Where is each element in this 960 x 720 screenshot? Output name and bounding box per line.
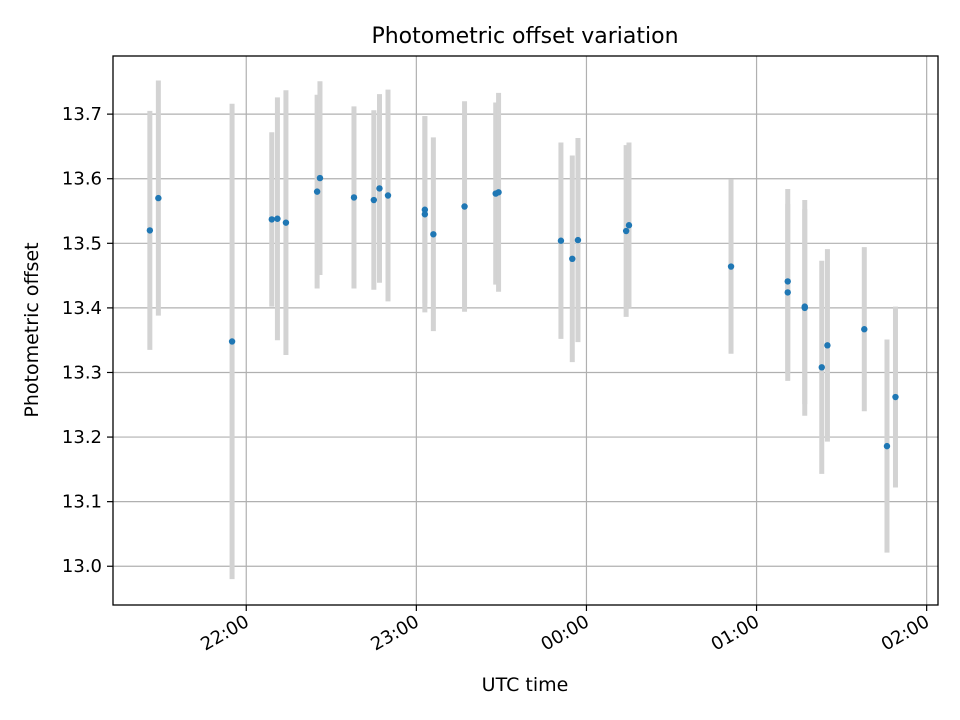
data-point (557, 237, 565, 244)
y-tick-label: 13.3 (62, 362, 102, 383)
y-tick-label: 13.5 (62, 233, 102, 254)
data-point (282, 219, 290, 226)
data-point (316, 174, 324, 182)
data-point (384, 192, 392, 199)
data-points (146, 174, 899, 450)
data-point (376, 185, 383, 192)
data-point (421, 206, 429, 213)
x-axis-label: UTC time (482, 674, 569, 696)
data-point (155, 194, 162, 202)
data-point (818, 364, 825, 371)
data-point (622, 227, 630, 235)
data-point (784, 278, 791, 285)
data-point (421, 211, 429, 218)
data-point (430, 231, 437, 238)
data-point (625, 222, 633, 229)
data-point (495, 189, 502, 196)
data-point (801, 303, 808, 310)
data-point (350, 194, 358, 201)
y-tick-label: 13.6 (62, 169, 102, 190)
data-point (892, 393, 899, 401)
y-tick-label: 13.2 (62, 427, 102, 448)
data-point (313, 188, 321, 195)
data-point (861, 326, 868, 333)
data-point (727, 263, 735, 270)
data-point (461, 203, 468, 210)
y-tick-label: 13.7 (62, 104, 102, 125)
data-point (569, 255, 576, 263)
data-point (146, 227, 154, 234)
grid (113, 56, 938, 605)
y-tick-label: 13.4 (62, 298, 102, 319)
y-axis-label: Photometric offset (21, 242, 43, 417)
data-point (784, 289, 791, 296)
data-point (228, 338, 236, 345)
chart-title: Photometric offset variation (371, 24, 678, 49)
data-point (370, 196, 378, 204)
y-axis-ticks: 13.0 13.1 13.2 13.3 13.4 13.5 13.6 13.7 (62, 104, 113, 577)
data-point (268, 216, 275, 223)
y-tick-label: 13.0 (62, 556, 102, 577)
data-point (883, 442, 891, 450)
y-tick-label: 13.1 (62, 492, 102, 513)
data-point (574, 236, 582, 244)
data-point (274, 215, 281, 222)
plot-frame (112, 55, 939, 606)
data-point (824, 342, 831, 349)
